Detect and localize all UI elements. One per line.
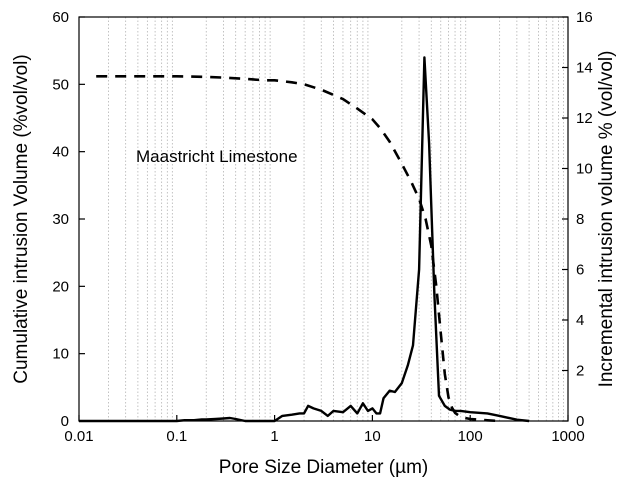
y-right-tick-label: 12 <box>576 110 593 127</box>
y-left-tick-label: 40 <box>52 144 69 161</box>
y-right-tick-label: 14 <box>576 60 593 77</box>
y-left-tick-label: 0 <box>61 413 69 430</box>
cumulative-intrusion-line <box>96 75 500 423</box>
plot-frame <box>78 16 569 422</box>
y-axis-right: 0 2 4 6 8 10 12 14 16 <box>562 9 593 430</box>
x-axis: 0.01 0.1 1 10 100 1000 <box>64 415 585 445</box>
y-axis-right-title: Incremental intrusion volume % (vol/vol) <box>596 51 617 388</box>
x-tick-label: 0.1 <box>166 428 187 445</box>
y-right-tick-label: 16 <box>576 9 593 26</box>
y-left-tick-label: 20 <box>52 278 69 295</box>
series-layer <box>79 56 530 423</box>
y-left-tick-label: 50 <box>52 76 69 93</box>
y-left-tick-label: 30 <box>52 211 69 228</box>
x-tick-label: 0.01 <box>64 428 93 445</box>
y-right-tick-label: 4 <box>576 312 584 329</box>
y-right-tick-label: 10 <box>576 161 593 178</box>
x-tick-label: 1 <box>270 428 278 445</box>
x-tick-label: 100 <box>458 428 483 445</box>
chart-annotation: Maastricht Limestone <box>136 147 298 166</box>
y-right-tick-label: 6 <box>576 262 584 279</box>
incremental-intrusion-line <box>79 56 530 423</box>
y-right-tick-label: 2 <box>576 363 584 380</box>
y-left-tick-label: 60 <box>52 9 69 26</box>
y-left-tick-label: 10 <box>52 346 69 363</box>
x-tick-label: 1000 <box>551 428 584 445</box>
x-tick-label: 10 <box>364 428 381 445</box>
x-axis-title: Pore Size Diameter (µm) <box>219 457 428 478</box>
y-right-tick-label: 8 <box>576 211 584 228</box>
y-right-tick-label: 0 <box>576 413 584 430</box>
grid-lines <box>108 17 564 421</box>
y-axis-left-title: Cumulative intrusion Volume (%vol/vol) <box>11 54 32 383</box>
y-axis-left: 0 10 20 30 40 50 60 <box>52 9 85 430</box>
